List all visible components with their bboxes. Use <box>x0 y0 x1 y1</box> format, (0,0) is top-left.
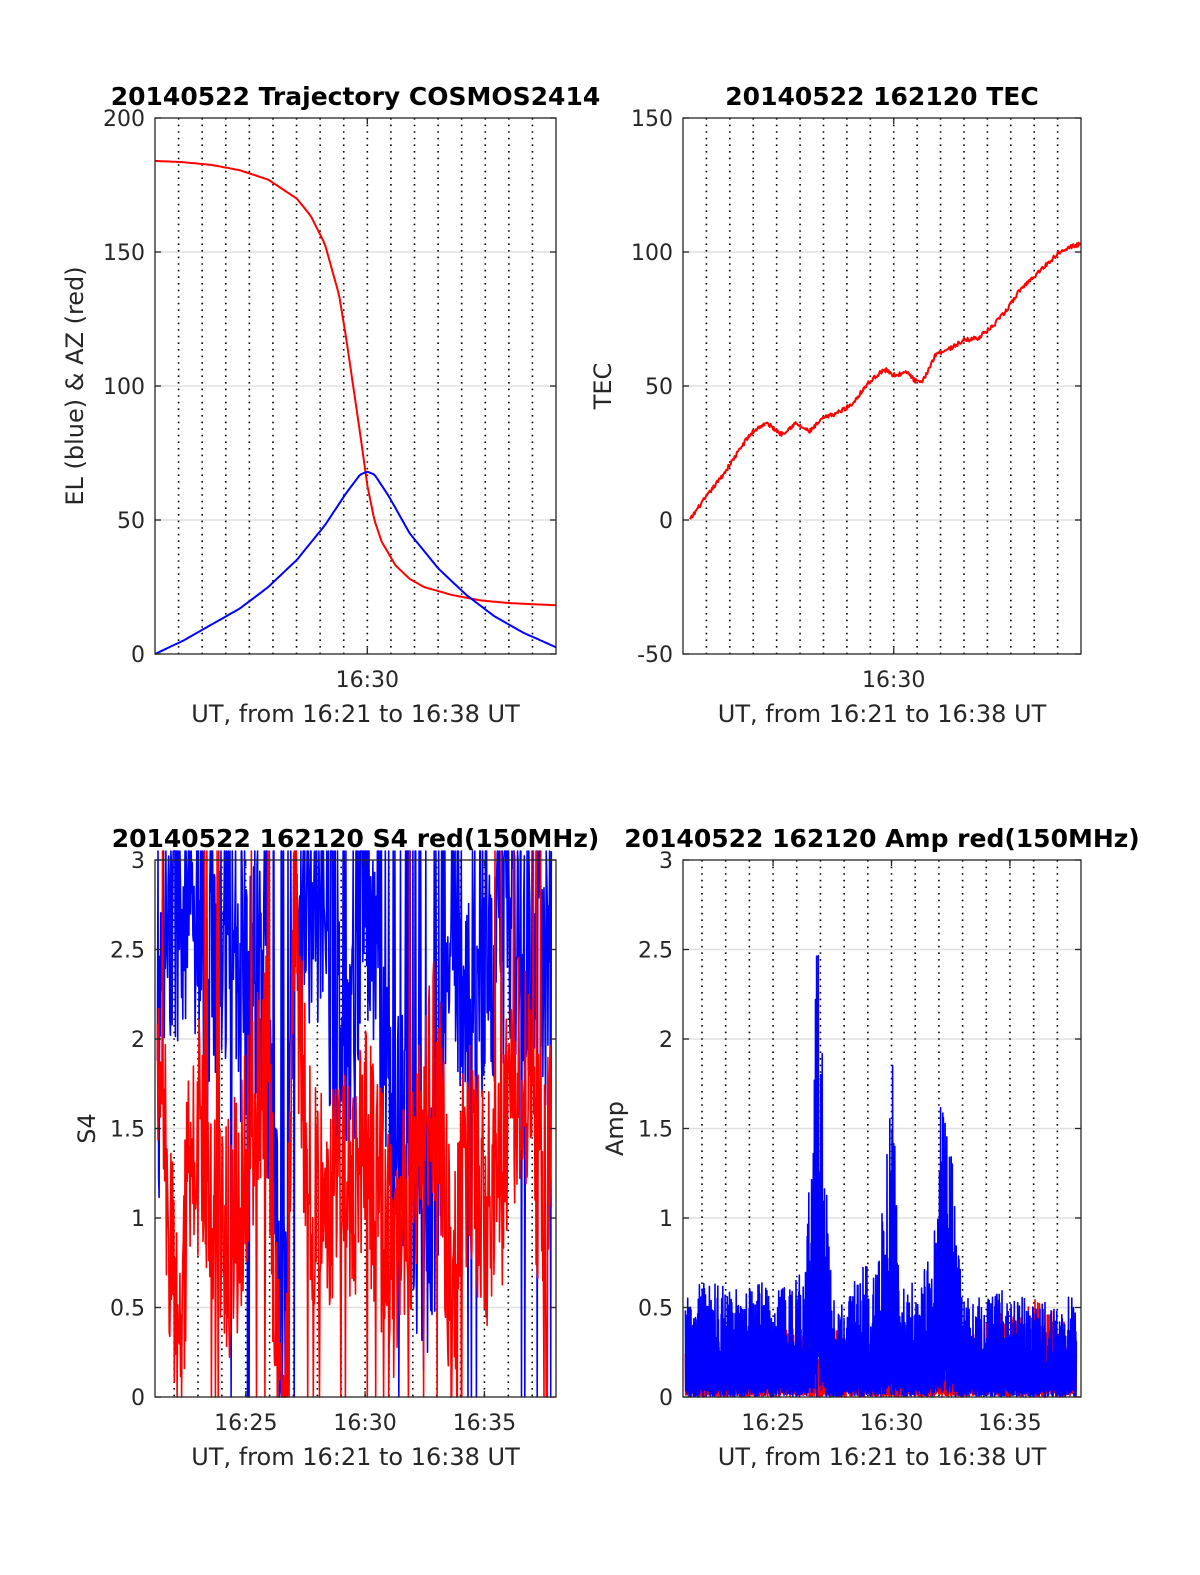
y-tick-label: 0.5 <box>638 1297 673 1322</box>
y-tick-label: 0 <box>659 509 673 534</box>
series-red-line <box>156 850 553 1398</box>
y-tick-label: -50 <box>637 643 673 668</box>
chart-title: 20140522 162120 TEC <box>725 82 1038 111</box>
y-tick-label: 0.5 <box>110 1297 145 1322</box>
chart-title: 20140522 162120 S4 red(150MHz) <box>112 824 600 853</box>
series-blue-line <box>154 470 557 655</box>
y-tick-label: 50 <box>645 375 673 400</box>
x-tick-label: 16:35 <box>978 1411 1041 1436</box>
series-blue-line <box>156 850 553 1398</box>
y-tick-label: 0 <box>131 1386 145 1411</box>
y-tick-label: 1.5 <box>638 1118 673 1143</box>
series-blue-line <box>684 954 1078 1398</box>
x-tick-label: 16:30 <box>860 1411 923 1436</box>
y-tick-label: 50 <box>117 509 145 534</box>
chart-amp: 0 0.5 1 1.5 2 2.5 3 16:25 16:30 16:35 20140522 162… <box>601 824 1140 1471</box>
series-red-line <box>154 159 557 607</box>
x-axis-label: UT, from 16:21 to 16:38 UT <box>191 700 520 728</box>
y-tick-label: 3 <box>659 849 673 874</box>
x-tick-label: 16:30 <box>862 668 925 693</box>
y-axis-label: EL (blue) & AZ (red) <box>61 266 89 505</box>
y-tick-label: 1.5 <box>110 1118 145 1143</box>
series-red-line <box>689 241 1082 520</box>
chart-title: 20140522 Trajectory COSMOS2414 <box>111 82 601 111</box>
y-tick-label: 100 <box>103 375 145 400</box>
y-tick-label: 2 <box>659 1028 673 1053</box>
y-tick-label: 3 <box>131 849 145 874</box>
y-tick-label: 0 <box>131 643 145 668</box>
y-axis-label: TEC <box>589 363 617 411</box>
y-tick-label: 2 <box>131 1028 145 1053</box>
y-axis-label: Amp <box>601 1101 629 1156</box>
chart-trajectory: 0 50 100 150 200 16:30 20140522 Trajectory COS… <box>61 82 600 728</box>
x-tick-label: 16:30 <box>333 1411 396 1436</box>
x-axis-label: UT, from 16:21 to 16:38 UT <box>191 1443 520 1471</box>
x-axis-label: UT, from 16:21 to 16:38 UT <box>718 700 1047 728</box>
y-tick-label: 1 <box>131 1207 145 1232</box>
y-tick-label: 0 <box>659 1386 673 1411</box>
y-axis-label: S4 <box>73 1113 101 1144</box>
x-tick-label: 16:35 <box>453 1411 516 1436</box>
y-tick-label: 150 <box>631 107 673 132</box>
x-tick-label: 16:25 <box>214 1411 277 1436</box>
x-tick-label: 16:25 <box>741 1411 804 1436</box>
y-tick-label: 1 <box>659 1207 673 1232</box>
y-tick-label: 2.5 <box>638 939 673 964</box>
y-tick-label: 200 <box>103 107 145 132</box>
chart-s4: 0 0.5 1 1.5 2 2.5 3 16:25 16:30 16:35 20140522 162… <box>73 824 599 1471</box>
y-tick-label: 100 <box>631 241 673 266</box>
x-tick-label: 16:30 <box>336 668 399 693</box>
y-tick-label: 2.5 <box>110 939 145 964</box>
y-tick-label: 150 <box>103 241 145 266</box>
chart-title: 20140522 162120 Amp red(150MHz) <box>624 824 1140 853</box>
x-axis-label: UT, from 16:21 to 16:38 UT <box>718 1443 1047 1471</box>
chart-tec: -50 0 50 100 150 16:30 20140522 162120 TEC UT, … <box>589 82 1082 728</box>
